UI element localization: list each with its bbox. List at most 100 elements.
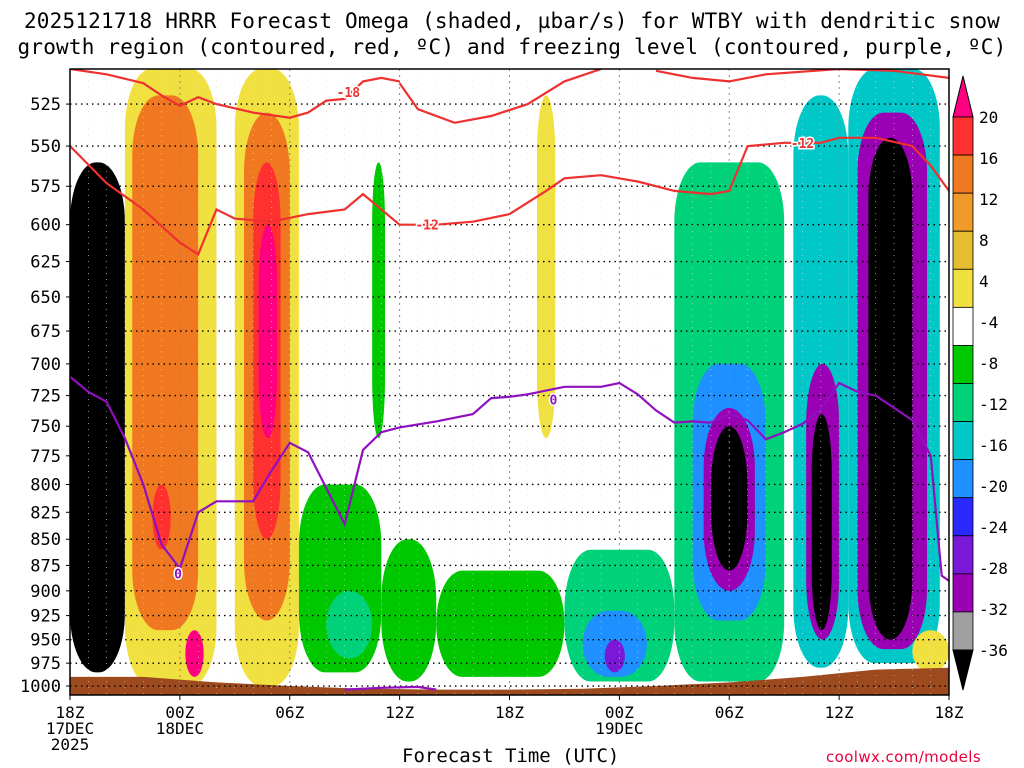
contour-line bbox=[398, 69, 602, 124]
colorbar-label: -4 bbox=[979, 313, 998, 332]
contour-line bbox=[344, 685, 437, 691]
pressure-tick-label: 850 bbox=[30, 530, 61, 550]
time-tick-label: 19DEC bbox=[595, 719, 643, 738]
omega-shading bbox=[70, 69, 949, 687]
colorbar-swatch bbox=[952, 611, 974, 651]
omega-cell bbox=[372, 162, 385, 439]
chart-title-line-1: 2025121718 HRRR Forecast Omega (shaded, … bbox=[23, 9, 1001, 33]
pressure-tick-label: 950 bbox=[30, 631, 61, 651]
colorbar-label: -24 bbox=[979, 518, 1008, 537]
pressure-tick-label: 750 bbox=[30, 417, 61, 437]
chart-title-line-2: growth region (contoured, red, ºC) and f… bbox=[17, 35, 1007, 59]
omega-cell bbox=[868, 137, 913, 640]
time-tick-label: 06Z bbox=[275, 703, 304, 722]
omega-cell bbox=[436, 570, 565, 677]
colorbar-swatch bbox=[952, 306, 974, 346]
colorbar-swatch bbox=[952, 192, 974, 232]
pressure-tick-label: 650 bbox=[30, 288, 61, 308]
colorbar-label: 20 bbox=[979, 108, 998, 127]
colorbar-swatch bbox=[952, 573, 974, 613]
colorbar-label: 8 bbox=[979, 231, 989, 250]
chart-title: 2025121718 HRRR Forecast Omega (shaded, … bbox=[0, 8, 1024, 60]
colorbar-top-arrow bbox=[952, 75, 974, 118]
grid-lines bbox=[70, 69, 949, 695]
omega-cell bbox=[710, 426, 748, 571]
colorbar-label: -32 bbox=[979, 600, 1008, 619]
colorbar-swatch bbox=[952, 230, 974, 270]
pressure-tick-label: 975 bbox=[30, 654, 61, 674]
colorbar-swatch bbox=[952, 154, 974, 194]
colorbar-bottom-arrow bbox=[952, 649, 974, 691]
colorbar-label: 4 bbox=[979, 272, 989, 291]
contour-line bbox=[70, 136, 949, 256]
contour-line bbox=[70, 375, 949, 582]
colorbar-swatch bbox=[952, 268, 974, 308]
pressure-tick-label: 700 bbox=[30, 355, 61, 375]
colorbar-swatch bbox=[952, 383, 974, 422]
colorbar-label: -8 bbox=[979, 354, 998, 373]
pressure-tick-label: 1000 bbox=[20, 677, 61, 697]
time-tick-label: 18DEC bbox=[156, 719, 204, 738]
pressure-tick-label: 725 bbox=[30, 387, 61, 407]
colorbar-swatch bbox=[952, 421, 974, 461]
colorbar-label: -12 bbox=[979, 395, 1008, 414]
contour-label: -12 bbox=[791, 137, 814, 152]
time-tick-label: 18Z bbox=[56, 703, 85, 722]
colorbar-swatch bbox=[952, 116, 974, 156]
omega-cell bbox=[132, 95, 199, 631]
colorbar-swatch bbox=[952, 459, 974, 499]
contour-label: 0 bbox=[550, 393, 558, 408]
colorbar-label: -20 bbox=[979, 477, 1008, 496]
colorbar-swatch bbox=[952, 535, 974, 575]
x-axis-title: Forecast Time (UTC) bbox=[402, 745, 620, 767]
time-tick-label: 06Z bbox=[715, 703, 744, 722]
credit-link[interactable]: coolwx.com/models bbox=[826, 748, 982, 766]
pressure-tick-label: 675 bbox=[30, 322, 61, 342]
pressure-tick-label: 575 bbox=[30, 177, 61, 197]
pressure-tick-label: 800 bbox=[30, 475, 61, 495]
omega-cell bbox=[536, 95, 556, 439]
omega-cell bbox=[152, 484, 171, 550]
omega-cell bbox=[811, 414, 832, 631]
colorbar-label: -28 bbox=[979, 559, 1008, 578]
omega-cell bbox=[604, 639, 625, 673]
time-tick-label: 18Z bbox=[495, 703, 524, 722]
colorbar-label: 16 bbox=[979, 149, 998, 168]
contour-label: -18 bbox=[337, 86, 361, 101]
omega-cell bbox=[185, 630, 204, 677]
time-tick-label: 2025 bbox=[51, 735, 90, 754]
pressure-tick-label: 875 bbox=[30, 556, 61, 576]
pressure-tick-label: 525 bbox=[30, 95, 61, 115]
omega-cell bbox=[258, 224, 277, 439]
y-axis: 525 550 575 600 625 650 675 700 725 750 775 800 825 8… bbox=[20, 95, 70, 697]
pressure-tick-label: 600 bbox=[30, 216, 61, 236]
time-tick-label: 12Z bbox=[825, 703, 854, 722]
omega-cell bbox=[326, 590, 373, 659]
pressure-tick-label: 925 bbox=[30, 607, 61, 627]
colorbar-swatch bbox=[952, 345, 974, 384]
colorbar: 20 16 12 8 4 -4 -8 -12 -16 -20 -24 -28 -32 -36 bbox=[952, 75, 1008, 691]
pressure-tick-label: 625 bbox=[30, 253, 61, 273]
pressure-tick-label: 775 bbox=[30, 447, 61, 467]
time-tick-label: 18Z bbox=[935, 703, 964, 722]
colorbar-label: 12 bbox=[979, 190, 998, 209]
contour-line bbox=[70, 69, 400, 119]
colorbar-label: -16 bbox=[979, 436, 1008, 455]
colorbar-swatch bbox=[952, 497, 974, 537]
pressure-tick-label: 825 bbox=[30, 503, 61, 523]
colorbar-label: -36 bbox=[979, 641, 1008, 660]
omega-cell bbox=[75, 224, 118, 640]
contour-label: 0 bbox=[174, 568, 182, 583]
pressure-tick-label: 900 bbox=[30, 582, 61, 602]
time-tick-label: 00Z bbox=[605, 703, 634, 722]
contour-label: -12 bbox=[415, 219, 438, 234]
omega-cell bbox=[381, 539, 437, 682]
contour-lines: -18 -12 -12 0 0 bbox=[70, 69, 949, 691]
pressure-tick-label: 550 bbox=[30, 137, 61, 157]
time-tick-label: 17DEC bbox=[46, 719, 94, 738]
time-tick-label: 12Z bbox=[385, 703, 414, 722]
contour-line bbox=[655, 69, 949, 83]
time-tick-label: 00Z bbox=[165, 703, 194, 722]
